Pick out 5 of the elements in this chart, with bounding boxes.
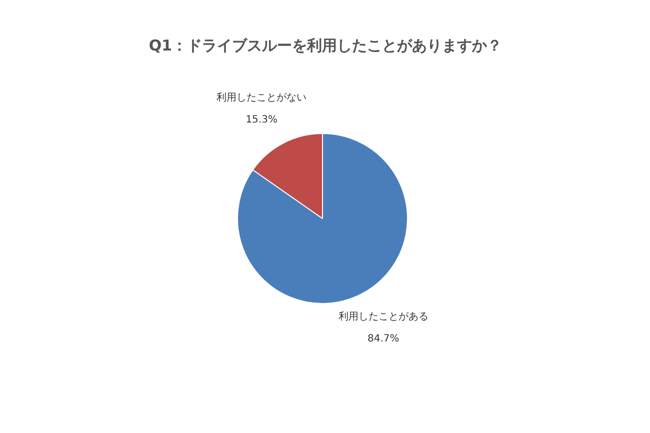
data-label: 15.3%: [246, 114, 278, 126]
data-label: 84.7%: [368, 333, 400, 344]
slice-label: 利用したことがある: [338, 310, 428, 322]
slice-label: 利用したことがない: [216, 92, 307, 104]
chart-title: Q1：ドライブスルーを利用したことがありますか？: [148, 36, 502, 54]
